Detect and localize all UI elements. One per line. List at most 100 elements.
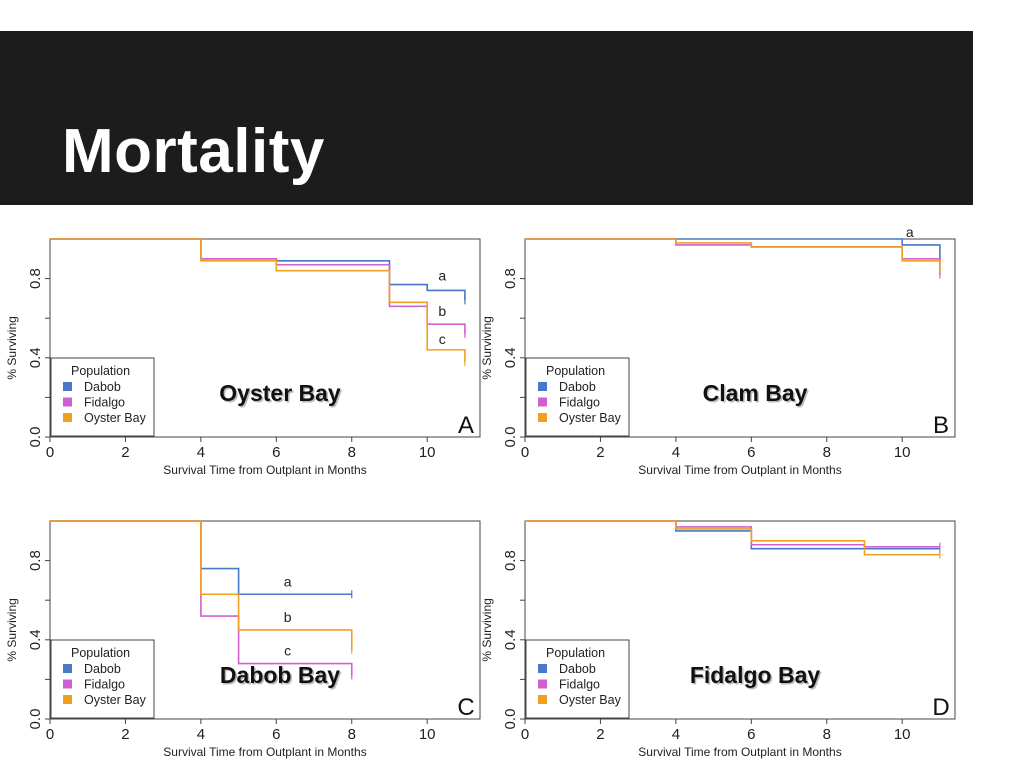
series-line-oyster-bay [525, 520, 940, 556]
legend-entry: Fidalgo [559, 678, 600, 692]
legend-swatch [63, 695, 72, 704]
significance-letter: b [438, 303, 446, 319]
y-tick-label: 0.4 [27, 347, 44, 368]
y-axis-label: % Surviving [480, 316, 494, 379]
x-tick-label: 4 [197, 444, 205, 461]
legend-swatch [538, 679, 547, 689]
legend-entry: Dabob [559, 662, 596, 676]
legend-box [525, 357, 630, 437]
survival-chart-c: 0 2 4 6 8 10 0.0 0.4 0.8 Survival Time from Outpl… [5, 514, 481, 764]
y-tick-label: 0.8 [27, 550, 44, 571]
site-label: Dabob Bay [220, 662, 340, 688]
x-tick-label: 0 [521, 444, 529, 461]
legend-box [50, 639, 155, 719]
y-tick-label: 0.8 [27, 268, 44, 289]
y-tick-label: 0.4 [502, 629, 519, 650]
site-label-shadow: Oyster Bay [221, 382, 343, 408]
significance-letter: c [439, 331, 446, 347]
x-tick-label: 2 [596, 726, 604, 743]
legend-swatch [538, 664, 547, 673]
slide-title: Mortality [62, 117, 325, 186]
y-tick-label: 0.4 [502, 347, 519, 368]
legend-swatch [538, 695, 547, 704]
series-line-dabob [50, 238, 466, 301]
y-tick-label: 0.0 [27, 427, 44, 448]
legend-swatch [63, 679, 72, 689]
plot-frame [49, 238, 481, 438]
series-line-dabob [525, 520, 940, 550]
x-tick-label: 10 [419, 726, 436, 743]
site-label: Oyster Bay [219, 380, 341, 406]
series-line-oyster-bay [50, 238, 466, 362]
y-tick-label: 0.0 [502, 427, 519, 448]
panel-letter: D [932, 694, 949, 721]
legend-swatch [63, 664, 72, 673]
x-tick-label: 2 [596, 444, 604, 461]
legend-title: Population [546, 364, 605, 378]
site-label-shadow: Clam Bay [704, 382, 809, 408]
site-label-shadow: Fidalgo Bay [691, 664, 822, 690]
panel-letter: A [458, 412, 474, 439]
significance-letter: c [284, 643, 291, 659]
legend-swatch [63, 382, 72, 391]
x-tick-label: 6 [272, 444, 280, 461]
x-tick-label: 8 [823, 444, 831, 461]
title-bar [0, 31, 973, 205]
legend-title: Population [71, 646, 130, 660]
significance-letter: b [284, 609, 292, 625]
legend-entry: Oyster Bay [559, 693, 622, 707]
significance-letter: a [284, 573, 292, 589]
x-tick-label: 4 [197, 726, 205, 743]
legend-swatch [538, 397, 547, 407]
series-line-fidalgo [525, 520, 940, 548]
x-axis-label: Survival Time from Outplant in Months [163, 463, 366, 477]
x-tick-label: 8 [823, 726, 831, 743]
panel-letter: C [457, 694, 474, 721]
survival-chart-d: 0 2 4 6 8 10 0.0 0.4 0.8 Survival Time from Outpl… [480, 514, 956, 764]
y-tick-label: 0.0 [502, 709, 519, 730]
x-tick-label: 6 [747, 726, 755, 743]
legend-swatch [538, 413, 547, 422]
y-tick-label: 0.4 [27, 629, 44, 650]
series-line-oyster-bay [525, 238, 941, 269]
site-label: Clam Bay [703, 380, 808, 406]
x-tick-label: 10 [419, 444, 436, 461]
significance-letter: a [438, 268, 446, 284]
x-axis-label: Survival Time from Outplant in Months [163, 745, 366, 759]
x-tick-label: 4 [672, 726, 680, 743]
legend-title: Population [71, 364, 130, 378]
legend-swatch [538, 382, 547, 391]
series-line-fidalgo [50, 238, 466, 335]
legend-title: Population [546, 646, 605, 660]
legend-entry: Oyster Bay [84, 411, 147, 425]
y-tick-label: 0.8 [502, 550, 519, 571]
x-tick-label: 2 [121, 444, 129, 461]
legend-entry: Dabob [559, 380, 596, 394]
legend-swatch [63, 397, 72, 407]
y-tick-label: 0.0 [27, 709, 44, 730]
x-tick-label: 0 [46, 444, 54, 461]
x-tick-label: 6 [272, 726, 280, 743]
panel-letter: B [933, 412, 949, 439]
x-tick-label: 4 [672, 444, 680, 461]
y-axis-label: % Surviving [5, 316, 19, 379]
x-tick-label: 0 [521, 726, 529, 743]
legend-entry: Oyster Bay [559, 411, 622, 425]
x-tick-label: 8 [348, 726, 356, 743]
x-tick-label: 10 [894, 726, 911, 743]
legend-box [50, 357, 155, 437]
series-line-fidalgo [525, 238, 941, 275]
legend-swatch [63, 413, 72, 422]
legend-entry: Fidalgo [84, 678, 125, 692]
legend-box [525, 639, 630, 719]
x-tick-label: 8 [348, 444, 356, 461]
legend-entry: Dabob [84, 662, 121, 676]
site-label-shadow: Dabob Bay [221, 664, 341, 690]
x-tick-label: 2 [121, 726, 129, 743]
significance-letter: a [906, 224, 914, 240]
y-tick-label: 0.8 [502, 268, 519, 289]
survival-chart-a: 0 2 4 6 8 10 0.0 0.4 0.8 Survival Time from Outpl… [5, 232, 481, 482]
plot-frame [49, 520, 481, 720]
y-axis-label: % Surviving [5, 598, 19, 661]
x-tick-label: 6 [747, 444, 755, 461]
